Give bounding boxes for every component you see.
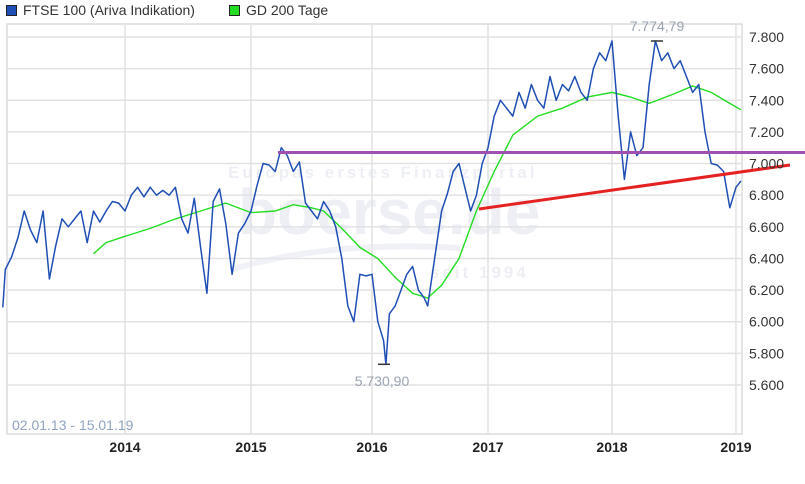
y-tick-label: 5.600 (749, 377, 784, 393)
legend-item-gd200[interactable]: GD 200 Tage (228, 2, 329, 18)
watermark-tagline: Europas erstes Finanzportal (228, 163, 538, 182)
y-axis: 7.800 7.600 7.400 7.200 7.000 6.800 6.600 6.400… (749, 29, 784, 393)
legend-label-gd200: GD 200 Tage (245, 2, 329, 18)
chart-legend: FTSE 100 (Ariva Indikation) GD 200 Tage (6, 0, 362, 20)
y-tick-label: 6.800 (749, 187, 784, 203)
y-tick-label: 5.800 (749, 345, 784, 361)
x-tick-label: 2018 (596, 439, 627, 455)
y-tick-label: 7.400 (749, 92, 784, 108)
y-tick-label: 7.600 (749, 61, 784, 77)
high-marker: 7.774,79 (630, 18, 685, 42)
x-tick-label: 2015 (235, 439, 266, 455)
y-tick-label: 6.400 (749, 250, 784, 266)
high-value-label: 7.774,79 (630, 18, 685, 34)
chart-grid (6, 23, 743, 435)
y-tick-label: 6.600 (749, 219, 784, 235)
trend-line (478, 163, 791, 211)
y-tick-label: 7.800 (749, 29, 784, 45)
date-range-label: 02.01.13 - 15.01.19 (12, 417, 134, 433)
watermark: Europas erstes Finanzportal boerse.de se… (228, 163, 540, 282)
legend-swatch-blue-icon (6, 4, 17, 16)
watermark-brand: boerse.de (238, 176, 540, 248)
legend-swatch-green-icon (228, 4, 240, 16)
y-tick-label: 7.200 (749, 124, 784, 140)
x-tick-label: 2019 (720, 439, 751, 455)
legend-label-ftse: FTSE 100 (Ariva Indikation) (23, 2, 195, 18)
low-marker: 5.730,90 (355, 363, 410, 389)
y-tick-label: 6.000 (749, 314, 784, 330)
watermark-since: seit 1994 (430, 263, 529, 282)
x-tick-label: 2016 (356, 439, 387, 455)
y-tick-label: 7.000 (749, 156, 784, 172)
x-tick-label: 2014 (109, 439, 140, 455)
legend-item-ftse[interactable]: FTSE 100 (Ariva Indikation) (6, 2, 195, 18)
low-value-label: 5.730,90 (355, 373, 410, 389)
watermark-swoosh-icon (229, 243, 461, 273)
x-tick-label: 2017 (472, 439, 503, 455)
x-axis: 2014 2015 2016 2017 2018 2019 (109, 439, 751, 455)
y-tick-label: 6.200 (749, 282, 784, 298)
ftse-series-line (2, 40, 742, 366)
